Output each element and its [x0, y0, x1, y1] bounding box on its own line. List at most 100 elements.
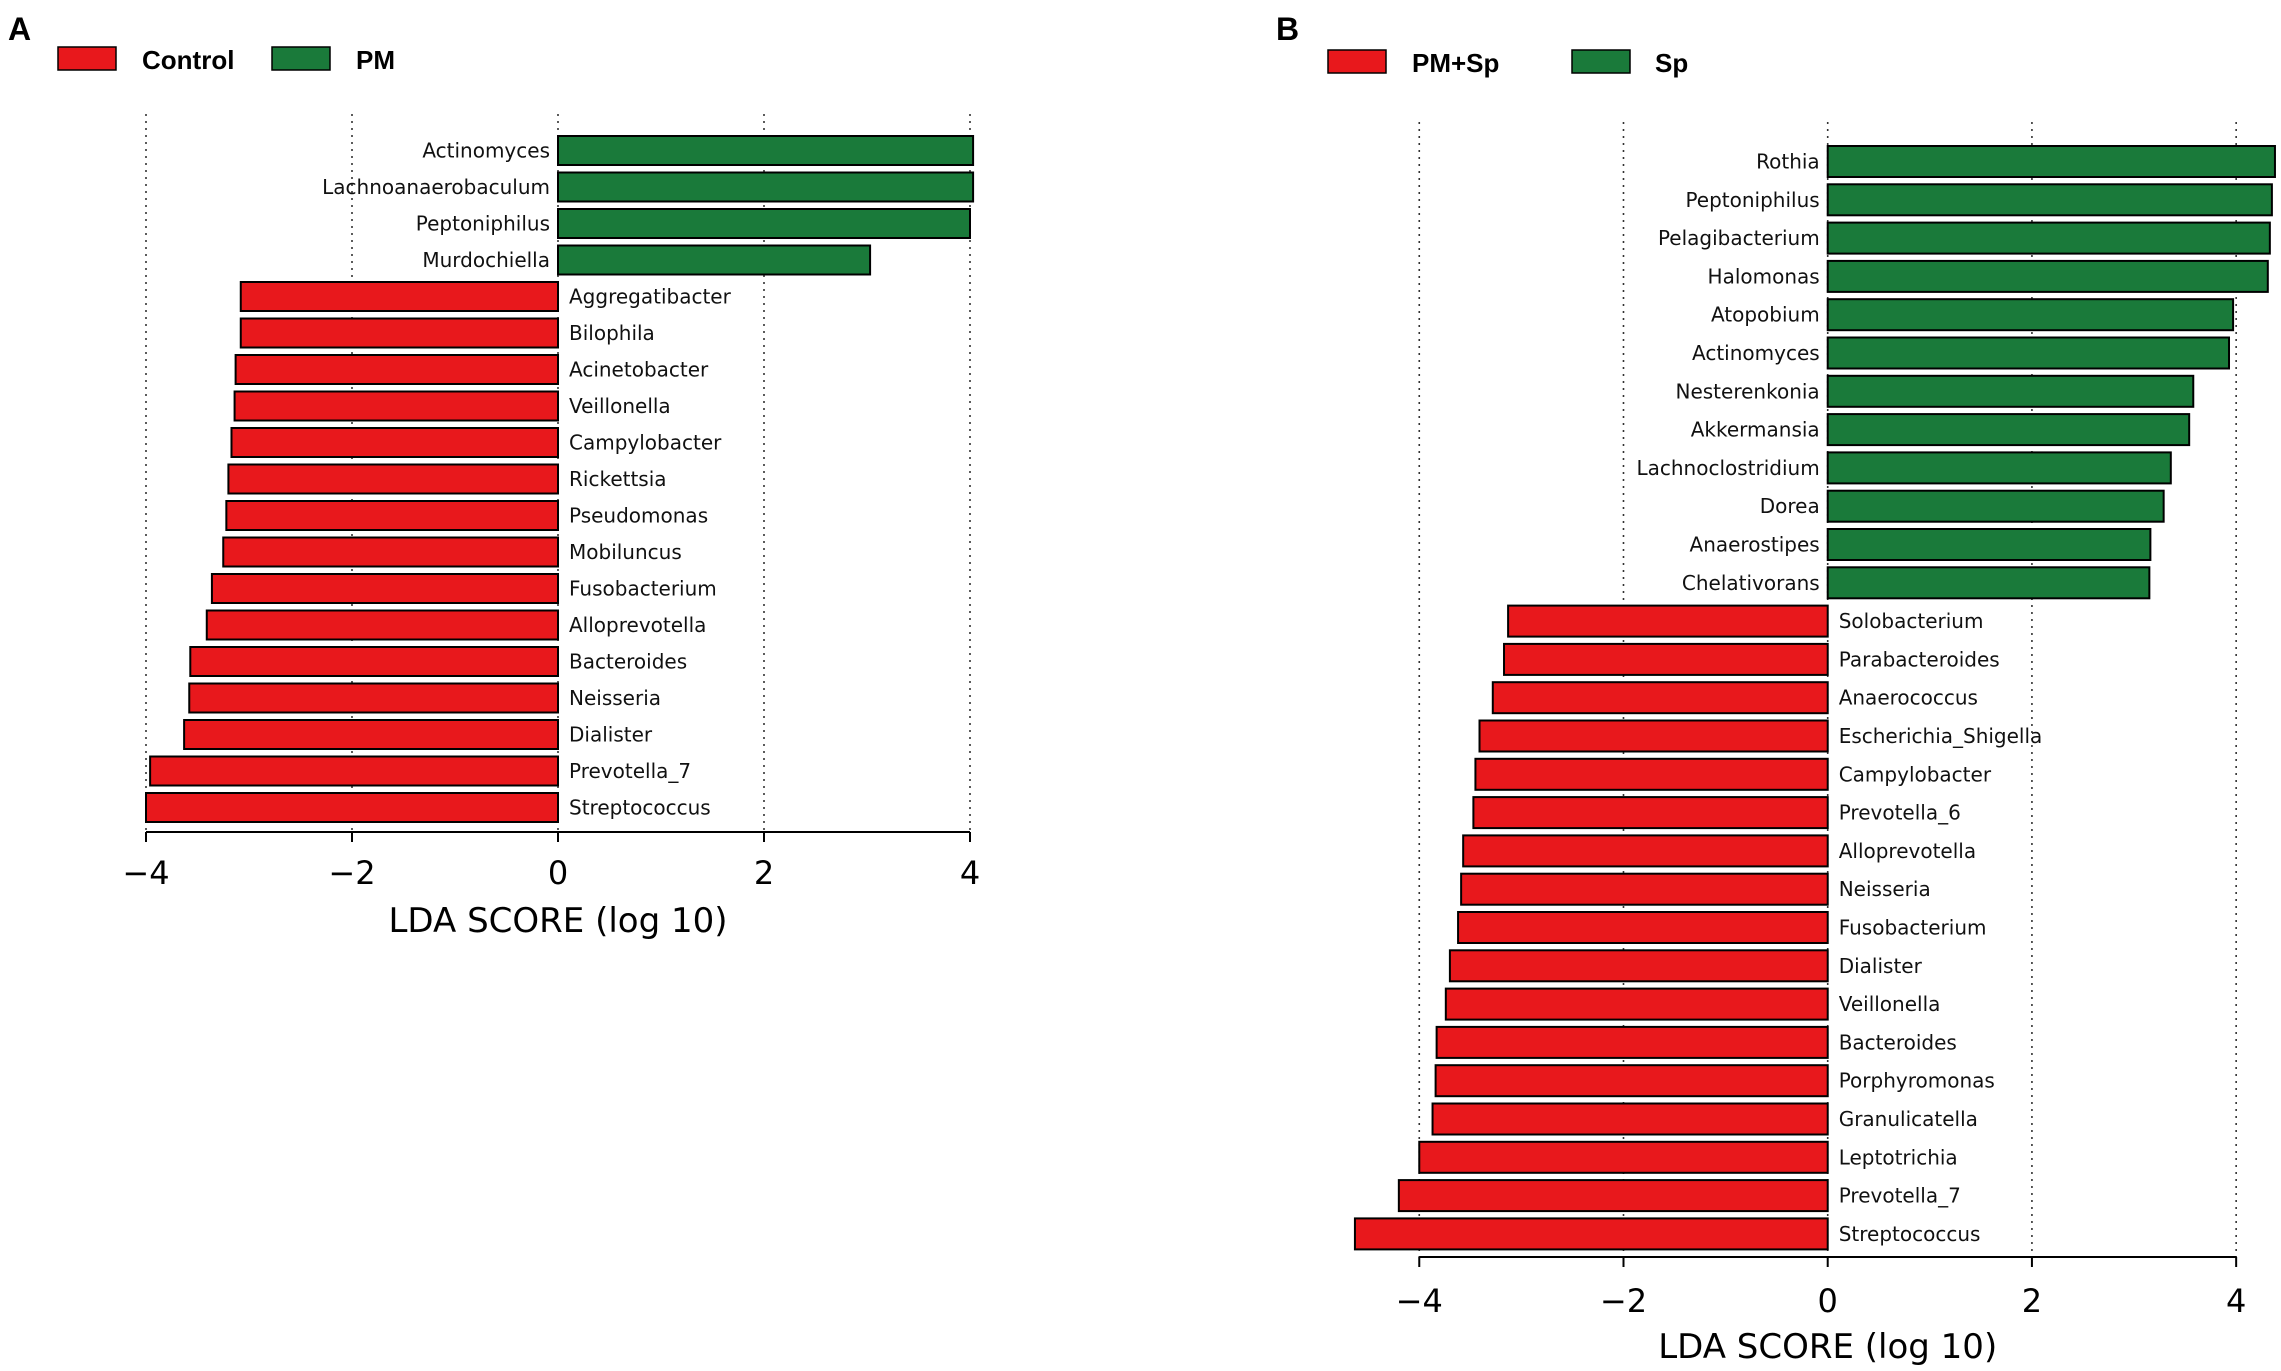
bar-rothia: [1826, 145, 2276, 178]
bar-streptococcus: [145, 792, 559, 823]
category-label: Rickettsia: [569, 467, 667, 491]
legend-swatch-pm-sp: [1327, 49, 1387, 74]
category-label: Actinomyces: [1692, 341, 1820, 365]
category-label: Bilophila: [569, 321, 655, 345]
category-label: Neisseria: [1839, 877, 1931, 901]
bar-rickettsia: [227, 463, 559, 495]
category-label: Chelativorans: [1682, 571, 1820, 595]
category-label: Prevotella_7: [1839, 1184, 1961, 1208]
bar-neisseria: [1460, 872, 1829, 906]
bar-lachnoclostridium: [1826, 451, 2172, 485]
x-tick-label: 0: [1818, 1282, 1838, 1320]
legend-label: PM+Sp: [1412, 48, 1499, 78]
bar-solobacterium: [1507, 604, 1829, 638]
category-label: Leptotrichia: [1839, 1145, 1958, 1169]
category-label: Dialister: [1839, 954, 1923, 978]
legend-label: PM: [356, 45, 395, 75]
bar-leptotrichia: [1418, 1140, 1829, 1174]
bar-campylobacter: [1474, 757, 1829, 791]
category-label: Prevotella_6: [1839, 801, 1961, 825]
panel-label: B: [1276, 11, 1299, 47]
bar-parabacteroides: [1503, 642, 1829, 676]
bar-escherichia-shigella: [1478, 719, 1829, 753]
bar-pelagibacterium: [1826, 221, 2271, 255]
category-label: Campylobacter: [569, 431, 722, 455]
category-label: Lachnoanaerobaculum: [322, 175, 550, 199]
bar-alloprevotella: [205, 609, 560, 641]
bar-bacteroides: [189, 646, 559, 677]
bar-prevotella-6: [1472, 796, 1829, 830]
x-tick-label: 2: [2022, 1282, 2042, 1320]
bar-neisseria: [188, 682, 559, 714]
category-label: Actinomyces: [422, 139, 550, 163]
bar-halomonas: [1826, 259, 2269, 293]
bar-streptococcus: [1353, 1217, 1829, 1251]
category-label: Halomonas: [1708, 264, 1820, 288]
category-label: Dorea: [1760, 494, 1820, 518]
bar-pseudomonas: [225, 500, 559, 531]
bar-atopobium: [1826, 298, 2235, 332]
category-label: Solobacterium: [1839, 609, 1984, 633]
category-label: Granulicatella: [1839, 1107, 1978, 1131]
bar-mobiluncus: [222, 536, 559, 568]
category-label: Aggregatibacter: [569, 285, 732, 309]
category-label: Nesterenkonia: [1676, 379, 1820, 403]
category-label: Pelagibacterium: [1658, 226, 1820, 250]
legend-swatch-pm: [271, 46, 331, 71]
x-axis-title: LDA SCORE (log 10): [1658, 1327, 1997, 1367]
x-tick-label: −4: [122, 854, 169, 892]
bar-dialister: [1448, 949, 1829, 983]
category-label: Peptoniphilus: [1685, 188, 1819, 212]
bar-peptoniphilus: [557, 208, 971, 239]
bar-prevotella-7: [149, 755, 559, 787]
category-label: Atopobium: [1711, 303, 1820, 327]
category-label: Peptoniphilus: [416, 212, 550, 236]
x-tick-label: −2: [1600, 1282, 1647, 1320]
panel-b: B PM+Sp Sp Rothia Peptoniphilus Pelagibacteri…: [1276, 11, 2276, 1367]
bar-bacteroides: [1435, 1025, 1829, 1059]
x-tick-label: 4: [2226, 1282, 2246, 1320]
legend-label: Control: [142, 45, 234, 75]
category-label: Parabacteroides: [1839, 647, 2000, 671]
x-axis-title: LDA SCORE (log 10): [388, 901, 727, 941]
bar-nesterenkonia: [1826, 374, 2195, 408]
category-label: Akkermansia: [1691, 418, 1820, 442]
x-tick-label: −4: [1396, 1282, 1443, 1320]
category-label: Dialister: [569, 723, 653, 747]
category-label: Bacteroides: [569, 650, 687, 674]
category-label: Streptococcus: [569, 796, 711, 820]
legend-swatch-control: [57, 46, 117, 71]
category-label: Veillonella: [1839, 992, 1941, 1016]
category-label: Escherichia_Shigella: [1839, 724, 2043, 748]
bar-akkermansia: [1826, 413, 2191, 447]
legend-swatch-sp: [1571, 49, 1631, 74]
category-label: Lachnoclostridium: [1636, 456, 1819, 480]
bar-granulicatella: [1431, 1102, 1829, 1136]
bar-aggregatibacter: [239, 281, 559, 312]
bar-murdochiella: [557, 244, 872, 276]
bar-veillonella: [233, 390, 560, 422]
bar-prevotella-7: [1397, 1179, 1829, 1213]
bar-anaerococcus: [1491, 681, 1829, 715]
panel-a: A Control PM Actinomyces Lachnoanaerobaculum…: [8, 11, 980, 941]
x-tick-label: 4: [960, 854, 980, 892]
category-label: Prevotella_7: [569, 759, 691, 783]
bar-campylobacter: [230, 427, 560, 458]
bar-dorea: [1826, 489, 2165, 523]
bar-anaerostipes: [1826, 528, 2152, 561]
category-label: Veillonella: [569, 394, 671, 418]
bar-acinetobacter: [234, 354, 560, 385]
category-label: Acinetobacter: [569, 358, 709, 382]
category-label: Bacteroides: [1839, 1030, 1957, 1054]
category-label: Fusobacterium: [569, 577, 717, 601]
bar-veillonella: [1444, 987, 1829, 1021]
bar-lachnoanaerobaculum: [557, 171, 975, 203]
x-tick-label: 0: [548, 854, 568, 892]
panel-label: A: [8, 11, 31, 47]
category-label: Murdochiella: [422, 248, 550, 272]
bar-porphyromonas: [1434, 1064, 1829, 1098]
category-label: Campylobacter: [1839, 762, 1992, 786]
category-label: Alloprevotella: [569, 613, 706, 637]
category-label: Porphyromonas: [1839, 1069, 1995, 1093]
